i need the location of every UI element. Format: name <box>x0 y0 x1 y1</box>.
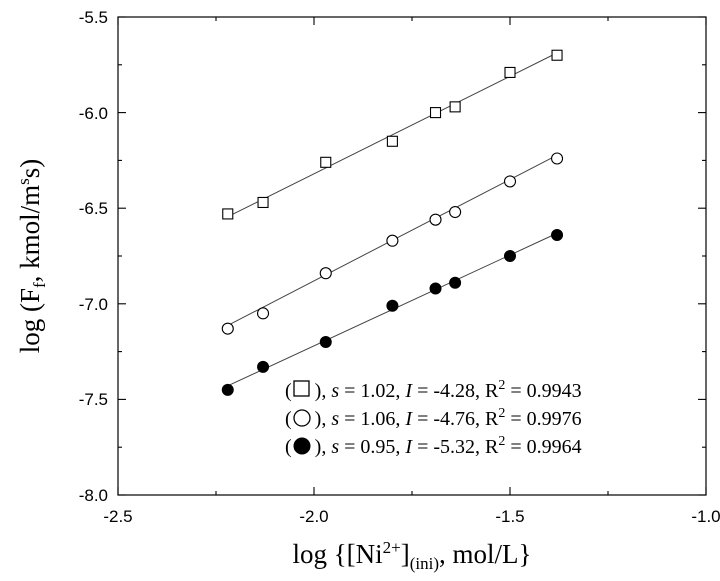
data-point-square <box>386 135 398 147</box>
data-point-square <box>429 107 442 119</box>
y-tick-label: -7.5 <box>79 390 108 409</box>
legend-marker-square-open <box>293 380 310 397</box>
data-point-circle-open <box>503 175 517 188</box>
legend-marker-circle-filled <box>293 437 311 455</box>
legend-entry: (), s = 1.02, I = -4.28, R2 = 0.9943 <box>285 378 582 402</box>
x-tick-label: -1.5 <box>495 507 524 526</box>
data-point-circle-open <box>256 307 270 320</box>
data-point-square <box>551 49 563 61</box>
data-point-square <box>257 196 269 209</box>
legend-entry: (), s = 0.95, I = -5.32, R2 = 0.9964 <box>285 434 582 458</box>
x-axis-title: log {[Ni2+](ini), mol/L} <box>292 538 531 573</box>
y-axis-title: log (Ff, kmol/mss) <box>14 159 49 354</box>
x-tick-label: -2.5 <box>103 507 132 526</box>
legend-marker-circle-open <box>293 409 311 427</box>
y-tick-labels: -5.5 -6.0 -6.5 -7.0 -7.5 -8.0 <box>79 8 108 505</box>
fit-line <box>227 52 558 218</box>
data-point-circle-filled <box>319 336 332 349</box>
data-point-circle-open <box>319 267 332 280</box>
legend-entry: (), s = 1.06, I = -4.76, R2 = 0.9976 <box>285 406 582 430</box>
data-point-square <box>222 208 234 220</box>
data-point-circle-filled <box>551 228 564 241</box>
data-point-circle-open <box>429 213 442 226</box>
data-point-square <box>320 156 332 168</box>
data-point-circle-filled <box>504 250 516 262</box>
data-point-circle-filled <box>449 276 462 289</box>
data-point-circle-open <box>449 205 462 219</box>
data-point-circle-filled <box>257 360 270 373</box>
data-points <box>221 49 564 396</box>
x-tick-label: -1.0 <box>691 507 720 526</box>
x-tick-label: -2.0 <box>299 507 328 526</box>
legend-text: (), s = 1.06, I = -4.76, R2 = 0.9976 <box>285 406 582 430</box>
y-tick-label: -6.0 <box>79 104 108 123</box>
data-point-circle-open <box>550 152 564 165</box>
y-tick-label: -5.5 <box>79 8 108 27</box>
data-point-square <box>504 66 516 78</box>
data-point-circle-filled <box>386 299 399 312</box>
y-tick-label: -8.0 <box>79 486 108 505</box>
legend-text: (), s = 1.02, I = -4.28, R2 = 0.9943 <box>285 378 582 402</box>
fit-lines <box>227 52 558 387</box>
data-point-circle-filled <box>429 282 442 295</box>
legend: (), s = 1.02, I = -4.28, R2 = 0.9943 (),… <box>285 378 582 458</box>
data-point-circle-open <box>386 234 399 247</box>
data-point-circle-filled <box>221 383 234 396</box>
y-tick-label: -7.0 <box>79 295 108 314</box>
y-tick-label: -6.5 <box>79 199 108 218</box>
x-tick-labels: -2.5 -2.0 -1.5 -1.0 <box>103 507 720 526</box>
axis-ticks <box>117 16 707 496</box>
data-point-circle-open <box>221 322 234 335</box>
data-point-square <box>449 101 461 113</box>
legend-text: (), s = 0.95, I = -5.32, R2 = 0.9964 <box>285 434 582 458</box>
